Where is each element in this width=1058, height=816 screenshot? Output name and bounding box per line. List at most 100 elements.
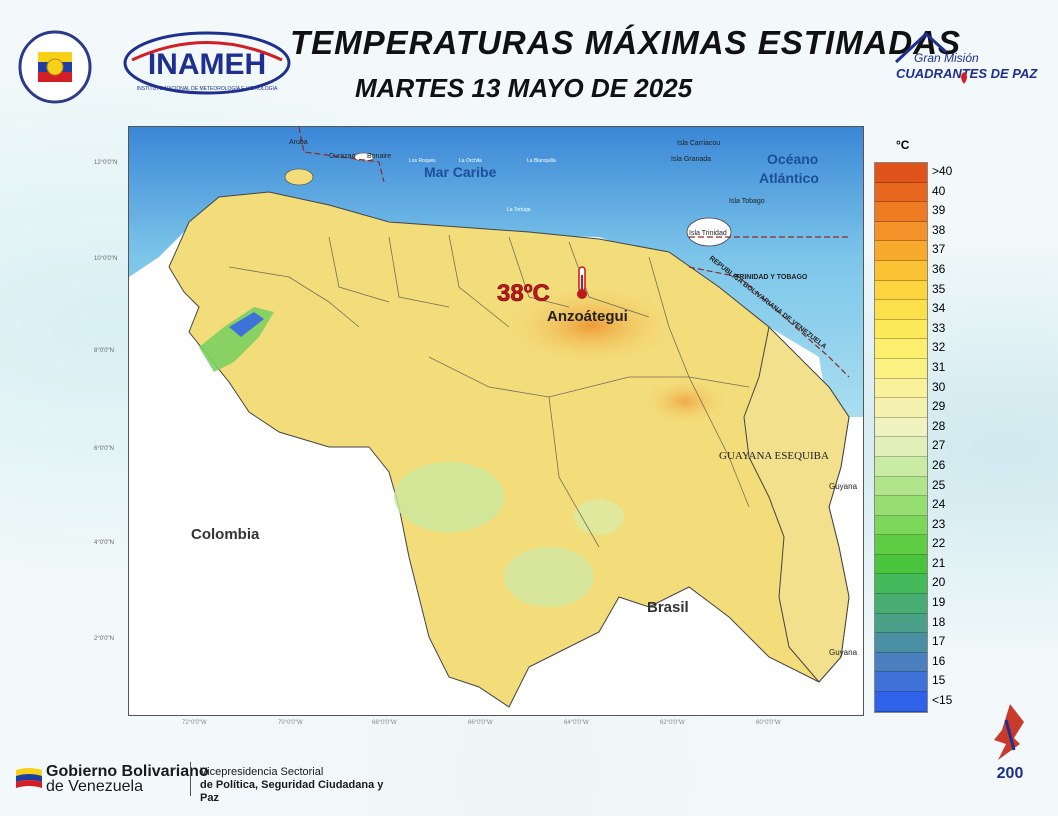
label-colombia: Colombia [191, 526, 260, 543]
lat-tick: 12°0'0"N [94, 160, 118, 166]
gov-text: Gobierno Bolivariano de Venezuela [46, 764, 209, 795]
legend-label: 31 [932, 359, 946, 374]
legend-label: >40 [932, 164, 953, 178]
label-la-blanquilla: La Blanquilla [527, 158, 556, 164]
legend-label: 36 [932, 261, 946, 276]
legend-swatch [875, 613, 927, 634]
legend-swatch [875, 476, 927, 497]
highlight-temperature: 38ºC [497, 280, 550, 307]
label-guyana-1: Guyana [829, 482, 858, 491]
lat-tick: 6°0'0"N [94, 446, 115, 452]
legend-swatch [875, 672, 927, 693]
legend-label: <15 [932, 693, 953, 708]
legend-label: 20 [932, 575, 946, 590]
legend-label: 33 [932, 320, 946, 335]
guayana-esequiba-region [743, 325, 850, 683]
inameh-logo-text: INAMEH [148, 48, 266, 81]
legend-label: 21 [932, 555, 946, 570]
legend-swatch [875, 652, 927, 673]
legend-labels: >40 40 39 38 37 36 35 34 33 32 31 30 29 28 27 26 25 24 23 2… [932, 162, 952, 711]
legend-label: 19 [932, 595, 946, 610]
legend-label: 28 [932, 418, 946, 433]
footer-divider [190, 762, 191, 796]
lat-tick: 8°0'0"N [94, 348, 115, 354]
mission-logo-line1: Gran Misión [914, 51, 979, 65]
lat-tick: 4°0'0"N [94, 540, 115, 546]
label-oceano: Océano [767, 151, 818, 167]
legend-swatch [875, 260, 927, 281]
legend-swatch [875, 633, 927, 653]
legend-label: 18 [932, 614, 946, 629]
lon-tick: 64°0'0"W [564, 720, 589, 726]
legend-swatch [875, 437, 927, 457]
legend-label: 27 [932, 438, 946, 453]
lon-tick: 70°0'0"W [278, 720, 303, 726]
lon-tick: 62°0'0"W [660, 720, 685, 726]
lon-tick: 68°0'0"W [372, 720, 397, 726]
page-title: TEMPERATURAS MÁXIMAS ESTIMADAS [290, 24, 962, 61]
legend-swatch [875, 535, 927, 555]
mission-logo-line2: CUADRANTES DE PAZ [896, 66, 1038, 81]
gov-line2: de Venezuela [46, 778, 143, 795]
temperature-legend: °C >40 40 39 38 37 36 35 34 33 32 31 30 29 28 27 26 25 24… [870, 134, 960, 713]
legend-swatch [875, 515, 927, 536]
label-trinidad: Isla Trinidad [689, 230, 727, 237]
legend-swatch [875, 378, 927, 399]
legend-swatch [875, 456, 927, 477]
thermometer-icon [577, 266, 587, 299]
vice-line1: Vicepresidencia Sectorial [200, 766, 324, 778]
government-footer: Gobierno Bolivariano de Venezuela Vicepr… [14, 760, 394, 804]
legend-label: 38 [932, 222, 946, 237]
legend-swatch [875, 202, 927, 222]
legend-swatches [874, 162, 928, 713]
legend-label: 35 [932, 281, 946, 296]
legend-label: 23 [932, 516, 946, 531]
sea-area [129, 127, 863, 417]
legend-label: 15 [932, 673, 946, 688]
legend-label: 39 [932, 203, 946, 218]
legend-swatch [875, 574, 927, 595]
lon-tick: 60°0'0"W [756, 720, 781, 726]
legend-swatch [875, 554, 927, 575]
bicentenary-emblem: 200 [984, 700, 1036, 796]
vice-text: Vicepresidencia Sectorial de Política, S… [200, 766, 394, 805]
legend-label: 17 [932, 634, 946, 649]
legend-swatch [875, 398, 927, 418]
legend-swatch [875, 163, 927, 183]
lon-tick: 72°0'0"W [182, 720, 207, 726]
inameh-logo-subtext: INSTITUTO NACIONAL DE METEOROLOGÍA E HID… [137, 85, 278, 92]
legend-label: 29 [932, 399, 946, 414]
lat-tick-labels: 12°0'0"N 10°0'0"N 8°0'0"N 6°0'0"N 4°0'0"… [94, 126, 128, 716]
label-la-tortuga: La Tortuga [507, 207, 531, 213]
label-carriacou: Isla Carriacou [677, 140, 720, 147]
emblem-number: 200 [997, 765, 1024, 782]
vice-line2: de Política, Seguridad Ciudadana y Paz [200, 779, 384, 804]
lon-tick: 66°0'0"W [468, 720, 493, 726]
legend-label: 34 [932, 301, 946, 316]
legend-swatch [875, 417, 927, 438]
inameh-logo: INAMEH INSTITUTO NACIONAL DE METEOROLOGÍ… [122, 30, 292, 96]
legend-swatch [875, 182, 927, 203]
label-guyana-2: Guyana [829, 648, 858, 657]
location-pin-icon [961, 72, 967, 84]
label-tobago: Isla Tobago [729, 198, 765, 205]
legend-swatch [875, 280, 927, 301]
label-mar-caribe: Mar Caribe [424, 164, 497, 180]
label-la-orchila: La Orchila [459, 158, 482, 164]
legend-label: 26 [932, 457, 946, 472]
page-date: MARTES 13 MAYO DE 2025 [355, 73, 693, 103]
label-bonaire: Bonaire [367, 153, 391, 160]
legend-swatch [875, 319, 927, 340]
label-aruba: Aruba [289, 139, 308, 146]
venezuela-flag-icon [14, 766, 44, 790]
legend-swatch [875, 339, 927, 359]
legend-swatch [875, 221, 927, 242]
label-atlantico: Atlántico [759, 170, 819, 186]
legend-label: 40 [932, 183, 946, 198]
label-curazao: Curazao [329, 153, 356, 160]
legend-label: 22 [932, 536, 946, 551]
label-los-roques: Los Roques [409, 158, 436, 164]
label-brasil: Brasil [647, 599, 689, 616]
map-svg: Mar Caribe Océano Atlántico Colombia Bra… [129, 127, 863, 708]
temperature-map: Mar Caribe Océano Atlántico Colombia Bra… [128, 126, 864, 716]
